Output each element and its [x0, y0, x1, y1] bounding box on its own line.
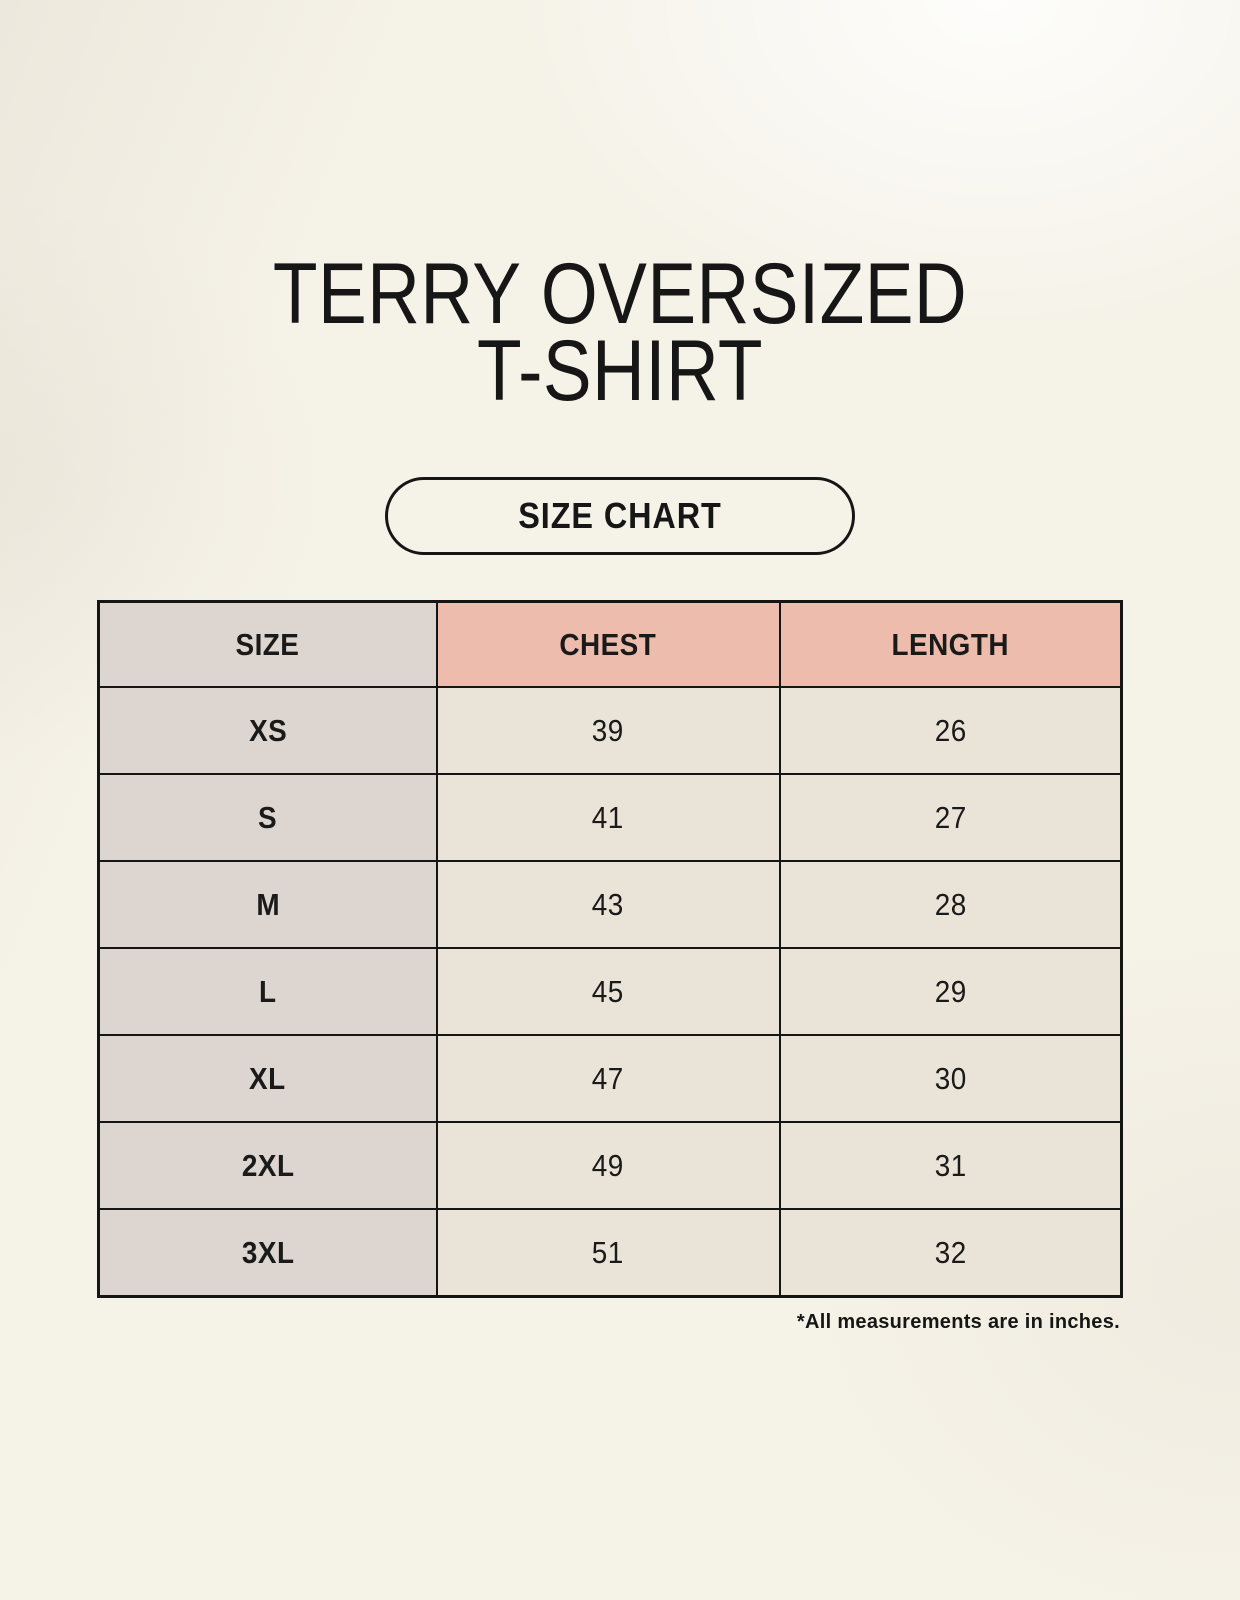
length-cell: 31	[778, 1121, 1123, 1211]
chest-cell: 47	[435, 1034, 781, 1124]
header-size: SIZE	[97, 600, 438, 689]
chest-cell: 41	[435, 773, 781, 863]
size-value: M	[255, 886, 280, 922]
length-cell: 28	[778, 860, 1123, 950]
chest-value: 49	[592, 1147, 624, 1183]
table-row-s: S 41 27	[97, 773, 1123, 863]
chest-cell: 51	[435, 1208, 781, 1298]
size-chart-page: TERRY OVERSIZED T-SHIRT SIZE CHART SIZE …	[0, 0, 1240, 1333]
page-title-line1: TERRY OVERSIZED	[272, 246, 968, 342]
length-value: 26	[934, 712, 967, 748]
size-cell: 3XL	[97, 1208, 438, 1298]
chest-cell: 43	[435, 860, 781, 950]
chest-cell: 45	[435, 947, 781, 1037]
chest-value: 51	[592, 1234, 624, 1270]
length-value: 28	[934, 886, 967, 922]
table-row-xs: XS 39 26	[97, 686, 1123, 776]
chest-value: 41	[592, 799, 624, 835]
size-cell: 2XL	[97, 1121, 438, 1211]
length-value: 27	[934, 799, 967, 835]
header-chest: CHEST	[435, 600, 781, 689]
table-row-xl: XL 47 30	[97, 1034, 1123, 1124]
chest-cell: 39	[435, 686, 781, 776]
size-value: XS	[248, 712, 287, 748]
length-value: 32	[934, 1234, 967, 1270]
size-table: SIZE CHEST LENGTH XS 39 26 S 41 27 M 43 …	[97, 599, 1123, 1298]
header-size-label: SIZE	[235, 626, 300, 662]
table-row-l: L 45 29	[97, 947, 1123, 1037]
header-chest-label: CHEST	[559, 626, 657, 662]
length-cell: 27	[778, 773, 1123, 863]
measurements-note: *All measurements are in inches.	[796, 1310, 1120, 1333]
size-cell: S	[97, 773, 438, 863]
chest-cell: 49	[435, 1121, 781, 1211]
table-row-m: M 43 28	[97, 860, 1123, 950]
size-cell: M	[97, 860, 438, 950]
size-value: 2XL	[241, 1147, 295, 1183]
size-cell: L	[97, 947, 438, 1037]
size-chart-button-label: SIZE CHART	[518, 494, 722, 536]
length-cell: 30	[778, 1034, 1123, 1124]
length-value: 31	[934, 1147, 967, 1183]
size-chart-button[interactable]: SIZE CHART	[385, 476, 855, 555]
chest-value: 47	[592, 1060, 624, 1096]
page-title: TERRY OVERSIZED T-SHIRT	[0, 0, 1240, 420]
chest-value: 39	[592, 712, 624, 748]
size-cell: XL	[97, 1034, 438, 1124]
size-value: S	[258, 799, 278, 835]
length-value: 30	[934, 1060, 967, 1096]
size-value: 3XL	[241, 1234, 295, 1270]
page-title-line2: T-SHIRT	[477, 323, 763, 420]
length-cell: 32	[778, 1208, 1123, 1298]
header-length-label: LENGTH	[891, 626, 1009, 662]
size-cell: XS	[97, 686, 438, 776]
size-value: XL	[249, 1060, 287, 1096]
table-header-row: SIZE CHEST LENGTH	[97, 600, 1123, 689]
chest-value: 43	[592, 886, 624, 922]
size-value: L	[259, 973, 277, 1009]
length-cell: 26	[778, 686, 1123, 776]
chest-value: 45	[592, 973, 624, 1009]
table-row-3xl: 3XL 51 32	[97, 1208, 1123, 1298]
table-row-2xl: 2XL 49 31	[97, 1121, 1123, 1211]
header-length: LENGTH	[778, 600, 1123, 689]
length-cell: 29	[778, 947, 1123, 1037]
length-value: 29	[934, 973, 967, 1009]
